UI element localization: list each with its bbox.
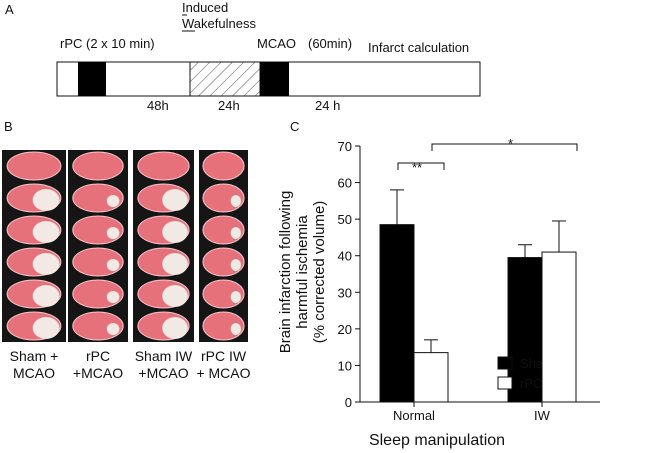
legend-swatch — [497, 356, 513, 370]
infarct-area — [32, 253, 60, 275]
mcao-duration: (60min) — [308, 36, 352, 51]
sig-label: * — [508, 136, 513, 151]
infarct-area — [32, 189, 60, 211]
y-tick-label: 60 — [338, 176, 352, 191]
bar — [413, 352, 449, 403]
y-axis-label: Brain infarction following harmful ische… — [277, 191, 328, 354]
interval-label: 24h — [218, 98, 240, 113]
y-tick-label: 30 — [338, 285, 352, 300]
y-tick-label: 10 — [338, 358, 352, 373]
infarct-area — [230, 259, 241, 271]
wake-label: Induced — [182, 0, 228, 15]
interval-label: 24 h — [315, 98, 340, 113]
y-axis-label-line: harmful ischemia — [294, 215, 311, 329]
wake-block — [189, 61, 261, 97]
group-label: +MCAO — [138, 365, 188, 381]
panel-letter: B — [4, 119, 13, 134]
panel-letter: C — [290, 119, 299, 134]
sig-bracket — [397, 162, 445, 170]
rpc-block — [78, 62, 106, 96]
photo-background — [68, 150, 128, 342]
infarct-area — [106, 195, 120, 207]
brain-slice — [72, 151, 124, 181]
panel-letter: A — [5, 2, 14, 17]
sig-bracket — [431, 143, 578, 151]
y-tick-label: 70 — [338, 139, 352, 154]
infarct-area — [106, 323, 120, 335]
x-tick-label: Normal — [393, 408, 435, 423]
infarct-area — [230, 195, 241, 207]
rpc-label: rPC (2 x 10 min) — [60, 36, 155, 51]
group-label: MCAO — [13, 365, 55, 381]
group-label: +MCAO — [73, 365, 123, 381]
infarct-area — [162, 221, 188, 243]
brain-slice — [202, 151, 245, 181]
legend-swatch — [497, 376, 513, 390]
brain-slice — [6, 151, 62, 181]
legend-label: rPC — [520, 376, 542, 391]
group-label: rPC — [86, 348, 110, 364]
brain-slice — [137, 151, 190, 181]
mcao-label: MCAO — [257, 36, 296, 51]
group-label: rPC IW — [201, 348, 247, 364]
bar — [507, 257, 543, 403]
y-tick-label: 50 — [338, 212, 352, 227]
brain-photos — [2, 150, 248, 342]
mcao-block — [260, 62, 289, 96]
infarct-area — [32, 285, 60, 307]
infarct-area — [162, 253, 188, 275]
infarct-area — [106, 227, 120, 239]
y-axis-label-line: (% corrected volume) — [311, 201, 328, 344]
infarct-area — [162, 285, 188, 307]
interval-label: 48h — [147, 98, 169, 113]
y-tick-label: 20 — [338, 322, 352, 337]
bar — [541, 251, 577, 403]
group-label: Sham IW — [135, 348, 193, 364]
y-tick-label: 0 — [345, 395, 352, 410]
photo-background — [2, 150, 66, 342]
infarct-area — [230, 291, 241, 303]
infarct-area — [230, 227, 241, 239]
photo-background — [199, 150, 248, 342]
x-tick-label: IW — [534, 408, 551, 423]
infarct-area — [162, 189, 188, 211]
sig-label: ** — [412, 160, 422, 175]
y-tick-label: 40 — [338, 249, 352, 264]
infarct-area — [106, 259, 120, 271]
x-axis-label: Sleep manipulation — [369, 432, 505, 449]
wake-label: Wakefulness — [182, 16, 256, 31]
infarct-area — [162, 317, 188, 339]
group-label: Sham + — [10, 348, 59, 364]
infarct-area — [32, 317, 60, 339]
photo-background — [133, 150, 194, 342]
infarct-label: Infarct calculation — [368, 40, 469, 55]
group-label: + MCAO — [196, 365, 250, 381]
infarct-area — [106, 291, 120, 303]
bar — [379, 224, 415, 403]
infarct-area — [230, 323, 241, 335]
infarct-area — [32, 221, 60, 243]
y-axis-label-line: Brain infarction following — [277, 191, 294, 354]
